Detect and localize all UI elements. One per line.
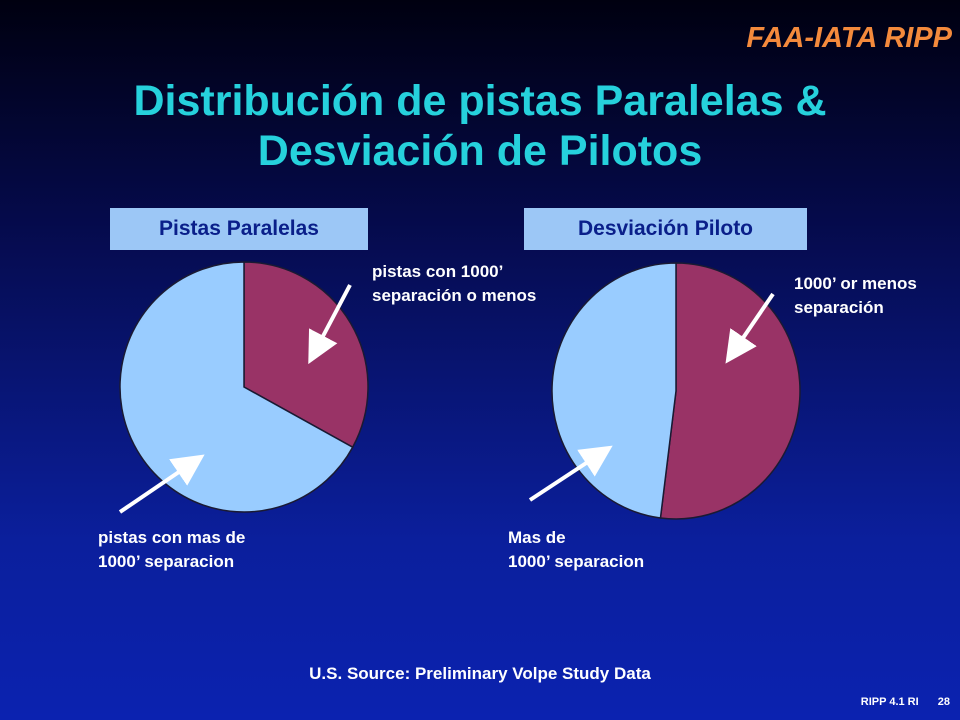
- slide-title-line-1: Distribución de pistas Paralelas &: [133, 77, 827, 125]
- label-pie1-lightblue: pistas con mas de 1000’ separacion: [98, 528, 246, 571]
- pie1-slice-1: [119, 261, 354, 513]
- pie-chart-pistas-paralelas: [119, 261, 369, 513]
- arrow-pie2-lightblue: [528, 445, 613, 502]
- slide-footer: RIPP 4.1 RI 28: [845, 696, 950, 708]
- footer-code: RIPP 4.1 RI: [860, 696, 919, 708]
- arrow-pie1-maroon: [308, 284, 352, 365]
- pie2-slice-1: [551, 262, 677, 519]
- label-pie2-lightblue: Mas de 1000’ separacion: [508, 528, 645, 571]
- pie2-slice-0: [659, 262, 801, 520]
- arrow-pie2-maroon: [725, 292, 775, 364]
- chart-2-title: Desviación Piloto: [524, 208, 807, 250]
- brand-logo-text: FAA-IATA RIPP: [746, 22, 952, 54]
- slide-title-line-2: Desviación de Pilotos: [257, 127, 703, 175]
- page-number: 28: [937, 696, 950, 708]
- label-pie2-maroon: 1000’ or menos separación: [794, 274, 917, 317]
- slide-title: Distribución de pistas Paralelas & Desvi…: [0, 76, 960, 176]
- arrow-pie1-lightblue: [118, 454, 205, 514]
- chart-1-title: Pistas Paralelas: [110, 208, 368, 250]
- source-note: U.S. Source: Preliminary Volpe Study Dat…: [309, 664, 651, 683]
- pie-chart-desviacion-piloto: [551, 262, 801, 520]
- label-pie1-maroon: pistas con 1000’ separación o menos: [372, 262, 537, 305]
